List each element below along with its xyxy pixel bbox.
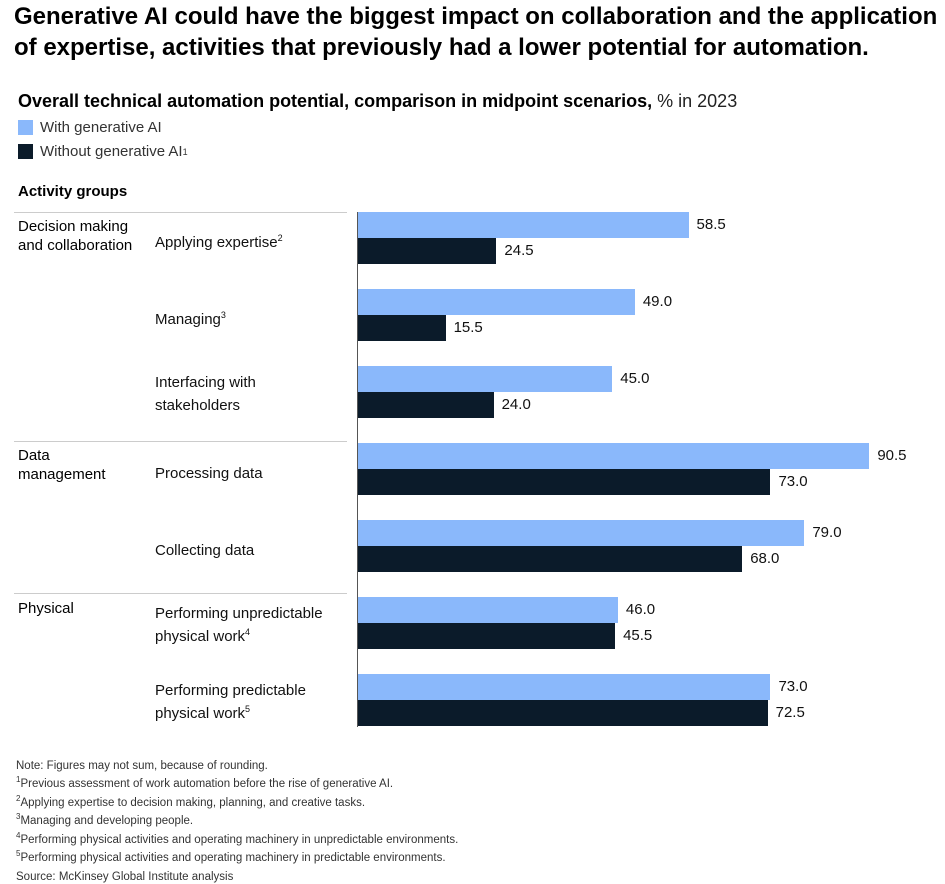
value-label-without-ai: 24.5 (504, 242, 534, 259)
note-text: Performing physical activities and opera… (20, 833, 459, 846)
legend-item-with-ai: With generative AI (18, 119, 162, 136)
note-text: Applying expertise to decision making, p… (20, 796, 366, 809)
bar-without-ai (358, 700, 768, 726)
footnotes: Note: Figures may not sum, because of ro… (16, 755, 458, 884)
activity-label: Applying expertise2 (155, 229, 355, 252)
value-label-without-ai: 24.0 (501, 396, 531, 413)
activity-label-text: Performing predictable physical work (155, 682, 306, 722)
legend-label-with-ai: With generative AI (40, 119, 162, 136)
value-label-with-ai: 90.5 (877, 447, 907, 464)
chart-title-text: Overall technical automation potential, … (18, 91, 653, 111)
value-label-without-ai: 68.0 (750, 550, 780, 567)
note-sup: 5 (16, 849, 21, 859)
activity-label: Collecting data (155, 537, 355, 560)
value-label-with-ai: 58.5 (696, 216, 726, 233)
activity-label: Managing3 (155, 306, 355, 329)
activity-label: Interfacing with stakeholders (155, 373, 315, 415)
activity-label-text: Performing unpredictable physical work (155, 605, 323, 645)
activity-label-text: Applying expertise (155, 234, 278, 251)
activity-label-sup: 4 (245, 627, 251, 637)
activity-groups-heading: Activity groups (18, 183, 128, 200)
value-label-without-ai: 15.5 (453, 319, 483, 336)
legend-swatch-with-ai (18, 120, 33, 135)
note-line: 1Previous assessment of work automation … (16, 773, 458, 791)
note-text: Managing and developing people. (20, 815, 194, 828)
note-line: 2Applying expertise to decision making, … (16, 792, 458, 810)
legend-label-without-ai: Without generative AI (40, 143, 183, 160)
value-label-with-ai: 45.0 (620, 370, 650, 387)
value-label-without-ai: 72.5 (775, 704, 805, 721)
legend-item-without-ai: Without generative AI 1 (18, 143, 188, 160)
bar-with-ai (358, 289, 635, 315)
bar-without-ai (358, 469, 771, 495)
note-text: Previous assessment of work automation b… (20, 778, 394, 791)
group-divider (14, 212, 347, 213)
value-label-with-ai: 49.0 (642, 293, 673, 310)
note-line: Source: McKinsey Global Institute analys… (16, 866, 458, 884)
bar-with-ai (358, 520, 805, 546)
activity-label: Performing predictable physical work5 (155, 681, 345, 723)
value-label-without-ai: 45.5 (623, 627, 653, 644)
group-divider (14, 441, 347, 442)
bar-with-ai (358, 597, 618, 623)
activity-label: Performing unpredictable physical work4 (155, 604, 345, 646)
group-label-decision-making: Decision making and collaboration (18, 218, 133, 254)
chart-headline: Generative AI could have the biggest imp… (14, 3, 938, 61)
bar-without-ai (358, 546, 743, 572)
bar-with-ai (358, 366, 613, 392)
bar-with-ai (358, 212, 689, 238)
bar-with-ai (358, 674, 771, 700)
note-text: Note: Figures may not sum, because of ro… (16, 759, 268, 772)
note-line: 4Performing physical activities and oper… (16, 829, 458, 847)
activity-label-text: Managing (155, 311, 221, 328)
bar-without-ai (358, 315, 446, 341)
activity-label-text: Interfacing with stakeholders (155, 374, 256, 414)
chart-axis-line (357, 212, 358, 727)
value-label-with-ai: 73.0 (778, 678, 808, 695)
activity-label-sup: 3 (220, 310, 226, 320)
note-text: Source: McKinsey Global Institute analys… (16, 870, 234, 883)
note-sup: 2 (16, 793, 21, 803)
note-sup: 1 (16, 775, 21, 785)
chart-unit: % in 2023 (657, 91, 738, 111)
bar-without-ai (358, 623, 616, 649)
activity-label-sup: 2 (277, 233, 283, 243)
activity-label-text: Processing data (155, 465, 263, 482)
value-label-with-ai: 79.0 (812, 524, 842, 541)
chart-title: Overall technical automation potential, … (18, 89, 737, 113)
note-line: 3Managing and developing people. (16, 810, 458, 828)
note-text: Performing physical activities and opera… (20, 851, 446, 864)
bar-without-ai (358, 238, 497, 264)
bar-with-ai (358, 443, 870, 469)
activity-label-sup: 5 (245, 704, 251, 714)
group-label-physical: Physical (18, 600, 74, 617)
bar-without-ai (358, 392, 494, 418)
note-line: Note: Figures may not sum, because of ro… (16, 755, 458, 773)
activity-label: Processing data (155, 460, 355, 483)
note-line: 5Performing physical activities and oper… (16, 847, 458, 865)
note-sup: 4 (16, 830, 21, 840)
group-label-data-management: Data management (18, 447, 106, 483)
legend-swatch-without-ai (18, 144, 33, 159)
value-label-with-ai: 46.0 (625, 601, 656, 618)
group-divider (14, 593, 347, 594)
value-label-without-ai: 73.0 (778, 473, 808, 490)
note-sup: 3 (16, 812, 21, 822)
legend-label-without-ai-sup: 1 (182, 146, 188, 157)
activity-label-text: Collecting data (155, 542, 255, 559)
